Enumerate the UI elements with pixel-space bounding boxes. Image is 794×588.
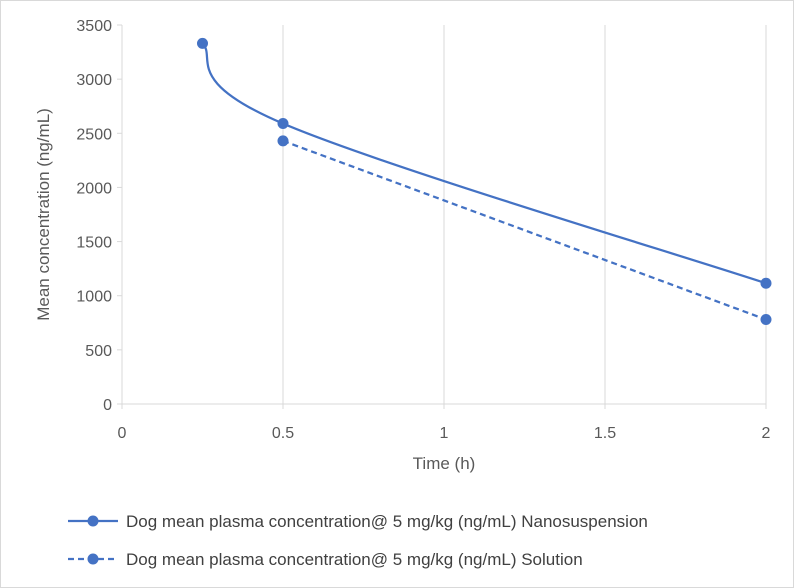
- data-point: [277, 135, 289, 147]
- series-line-1: [201, 42, 767, 285]
- x-axis-title: Time (h): [413, 454, 476, 473]
- legend: Dog mean plasma concentration@ 5 mg/kg (…: [68, 512, 648, 569]
- y-tick-label: 3500: [76, 18, 112, 35]
- legend-marker-1: [87, 515, 99, 527]
- y-tick-label: 500: [85, 343, 112, 360]
- grid-lines: [282, 25, 767, 404]
- series-plot: [197, 37, 772, 326]
- legend-label-1: Dog mean plasma concentration@ 5 mg/kg (…: [126, 512, 648, 531]
- y-tick-label: 2500: [76, 126, 112, 143]
- x-tick-label: 0: [118, 425, 127, 442]
- series-line-2: [282, 139, 767, 321]
- legend-marker-2: [87, 553, 99, 565]
- y-tick-label: 1000: [76, 289, 112, 306]
- data-point: [197, 37, 208, 49]
- data-point: [760, 314, 772, 326]
- x-tick-label: 2: [762, 425, 771, 442]
- x-tick-label: 0.5: [272, 425, 294, 442]
- y-tick-label: 0: [103, 397, 112, 414]
- x-tick-label: 1: [440, 425, 449, 442]
- y-tick-label: 3000: [76, 72, 112, 89]
- legend-label-2: Dog mean plasma concentration@ 5 mg/kg (…: [126, 550, 583, 569]
- data-point: [277, 118, 289, 130]
- data-point: [760, 277, 772, 289]
- y-tick-label: 1500: [76, 235, 112, 252]
- axes: 0 500 1000 1500 2000 2500 3000 3500 0 0.5 1 1.5 2: [76, 18, 770, 442]
- y-axis-title: Mean concentration (ng/mL): [34, 108, 53, 321]
- x-tick-label: 1.5: [594, 425, 616, 442]
- y-tick-label: 2000: [76, 180, 112, 197]
